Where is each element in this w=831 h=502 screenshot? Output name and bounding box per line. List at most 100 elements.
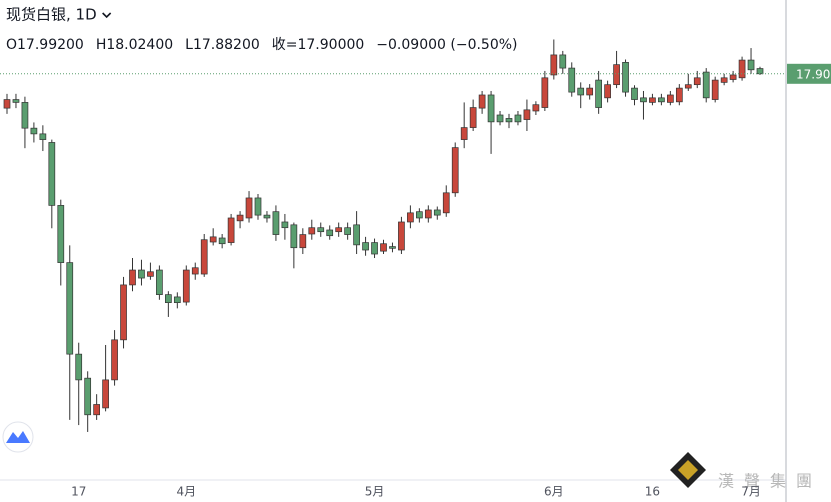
candle-body: [505, 118, 513, 123]
watermark: 漢聲集團: [718, 472, 822, 491]
x-tick-label: 4月: [176, 485, 196, 499]
candle-body: [568, 67, 576, 93]
candle-body: [335, 227, 343, 233]
candle-body: [407, 212, 414, 223]
candle-body: [173, 296, 181, 303]
last-price-label: 17.900: [796, 67, 831, 81]
candle-body: [729, 74, 737, 80]
candle-body: [586, 87, 594, 96]
candle-body: [424, 209, 432, 219]
candle-body: [442, 192, 450, 214]
candle-body: [398, 221, 405, 251]
chart-title: 现货白银, 1D: [6, 6, 97, 24]
ohlc-value: 收=17.90000: [272, 37, 365, 53]
chevron-icon[interactable]: [102, 12, 112, 19]
x-tick-label: 5月: [365, 485, 385, 499]
candle-body: [514, 114, 522, 123]
candle-body: [165, 294, 172, 303]
candle-body: [577, 87, 585, 96]
candle-body: [254, 197, 262, 216]
candle-body: [93, 404, 100, 416]
candle-body: [308, 227, 316, 235]
candle-body: [84, 377, 92, 416]
candle-body: [469, 107, 477, 128]
candle-body: [353, 224, 360, 246]
candle-body: [541, 77, 549, 108]
candle-body: [48, 142, 56, 206]
candle-body: [245, 197, 253, 219]
candle-body: [675, 87, 683, 103]
candle-body: [21, 102, 29, 129]
candle-body: [272, 211, 280, 235]
candle-body: [138, 269, 145, 279]
last-price-box: [787, 63, 831, 84]
candle-body: [227, 217, 235, 243]
candle-body: [631, 87, 638, 100]
header: 现货白银, 1D O17.99200 H18.02400 L17.88200 收=17…: [6, 6, 518, 54]
candle-body: [416, 211, 423, 219]
candle-body: [523, 109, 531, 120]
candle-body: [317, 227, 325, 233]
logo[interactable]: [2, 421, 34, 453]
candles: [3, 39, 764, 432]
candle-body: [433, 209, 441, 216]
candle-body: [380, 243, 387, 252]
candle-body: [191, 267, 199, 275]
candle-body: [460, 127, 468, 140]
candle-body: [281, 221, 289, 229]
candle-body: [496, 114, 504, 123]
candle-body: [693, 77, 701, 86]
candle-body: [57, 205, 65, 263]
candle-body: [684, 84, 692, 89]
candle-body: [720, 77, 728, 83]
candle-body: [218, 237, 226, 245]
candle-body: [371, 242, 378, 255]
candle-body: [3, 99, 11, 109]
x-tick-label: 16: [645, 485, 660, 499]
candle-body: [702, 71, 710, 99]
candle-body: [129, 269, 136, 286]
candle-body: [326, 229, 334, 237]
candle-body: [747, 59, 755, 71]
watermark-logo: [670, 452, 706, 488]
candle-body: [182, 269, 190, 303]
ohlc-legend: O17.99200 H18.02400 L17.88200 收=17.90000 −0.…: [6, 37, 518, 53]
x-tick-label: 6月: [544, 485, 564, 499]
candle-body: [236, 214, 244, 222]
candle-body: [559, 54, 567, 69]
candle-body: [532, 104, 540, 112]
candle-body: [478, 94, 486, 109]
candle-body: [111, 339, 118, 381]
candle-body: [451, 147, 459, 194]
x-tick-label: 7月: [741, 485, 761, 499]
ohlc-value: O17.99200: [6, 37, 84, 53]
x-tick-label: 17: [71, 485, 86, 499]
candle-body: [209, 236, 217, 243]
candle-body: [667, 94, 674, 103]
candle-body: [39, 133, 47, 140]
ohlc-value: L17.88200: [185, 37, 260, 53]
candle-body: [200, 239, 208, 275]
candle-body: [362, 242, 369, 251]
candle-body: [738, 59, 746, 79]
candle-body: [120, 284, 127, 341]
candle-body: [12, 99, 20, 103]
candle-body: [263, 214, 271, 219]
candle-body: [389, 246, 396, 249]
candle-body: [487, 94, 495, 123]
ohlc-value: H18.02400: [96, 37, 173, 53]
change-value: −0.09000 (−0.50%): [376, 37, 517, 53]
candle-body: [604, 84, 611, 99]
candle-body: [156, 269, 163, 295]
candle-body: [658, 97, 665, 103]
candle-body: [30, 127, 38, 135]
candle-body: [299, 234, 307, 249]
candle-body: [711, 79, 719, 100]
candle-body: [102, 379, 109, 409]
candle-body: [595, 79, 602, 108]
candle-body: [622, 62, 629, 93]
candle-body: [66, 262, 74, 355]
candle-body: [756, 68, 764, 75]
candle-body: [75, 353, 83, 381]
